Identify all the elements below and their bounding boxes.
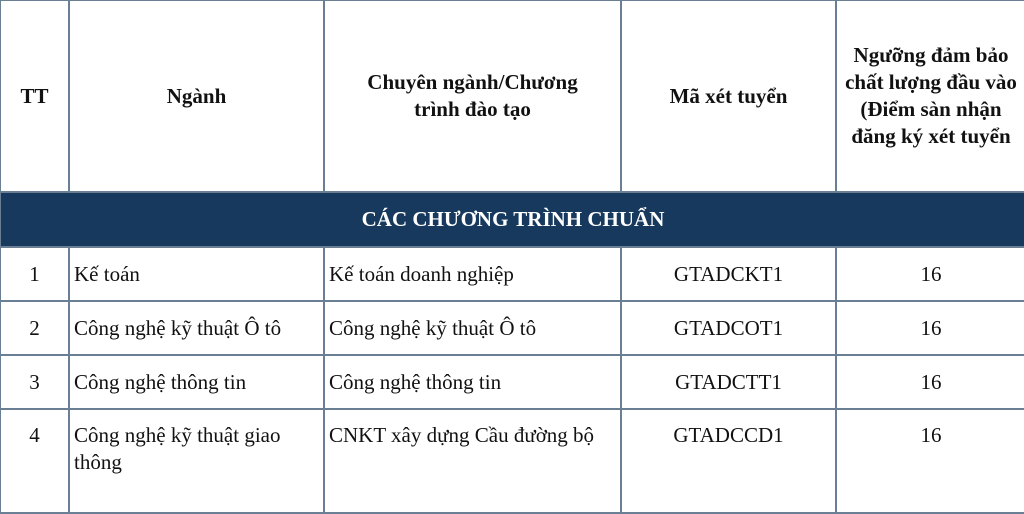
cell-nganh: Công nghệ thông tin [68, 354, 325, 410]
cell-nganh: Công nghệ kỹ thuật Ô tô [68, 300, 325, 356]
cell-diem: 16 [835, 408, 1024, 514]
header-ma-xet-tuyen: Mã xét tuyển [620, 0, 837, 193]
table-row: 1 Kế toán Kế toán doanh nghiệp GTADCKT1 … [0, 246, 1024, 302]
table-row: 3 Công nghệ thông tin Công nghệ thông ti… [0, 354, 1024, 410]
cell-ma: GTADCCD1 [620, 408, 837, 514]
cell-diem: 16 [835, 246, 1024, 302]
cell-chuyen-nganh: Kế toán doanh nghiệp [323, 246, 622, 302]
table-row: 4 Công nghệ kỹ thuật giao thông CNKT xây… [0, 408, 1024, 514]
cell-tt: 4 [0, 408, 70, 514]
section-title: CÁC CHƯƠNG TRÌNH CHUẨN [0, 191, 1024, 248]
cell-chuyen-nganh: Công nghệ kỹ thuật Ô tô [323, 300, 622, 356]
header-nganh: Ngành [68, 0, 325, 193]
section-row: CÁC CHƯƠNG TRÌNH CHUẨN [0, 191, 1024, 248]
header-nguong: Ngưỡng đảm bảo chất lượng đầu vào (Điểm … [835, 0, 1024, 193]
table-row: 2 Công nghệ kỹ thuật Ô tô Công nghệ kỹ t… [0, 300, 1024, 356]
cell-chuyen-nganh: Công nghệ thông tin [323, 354, 622, 410]
header-tt: TT [0, 0, 70, 193]
cell-ma: GTADCTT1 [620, 354, 837, 410]
cell-ma: GTADCOT1 [620, 300, 837, 356]
cell-ma: GTADCKT1 [620, 246, 837, 302]
cell-diem: 16 [835, 354, 1024, 410]
cell-tt: 1 [0, 246, 70, 302]
cell-nganh: Công nghệ kỹ thuật giao thông [68, 408, 325, 514]
cell-chuyen-nganh: CNKT xây dựng Cầu đường bộ [323, 408, 622, 514]
header-row: TT Ngành Chuyên ngành/Chương trình đào t… [0, 0, 1024, 193]
cell-diem: 16 [835, 300, 1024, 356]
cell-tt: 3 [0, 354, 70, 410]
cell-tt: 2 [0, 300, 70, 356]
header-chuyen-nganh: Chuyên ngành/Chương trình đào tạo [323, 0, 622, 193]
cell-nganh: Kế toán [68, 246, 325, 302]
